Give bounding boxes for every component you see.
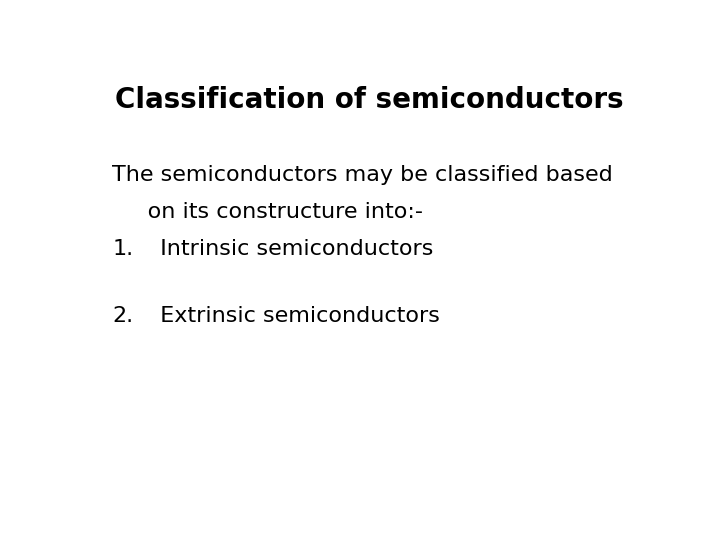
Text: Extrinsic semiconductors: Extrinsic semiconductors <box>145 306 440 326</box>
Text: The semiconductors may be classified based: The semiconductors may be classified bas… <box>112 165 613 185</box>
Text: 2.: 2. <box>112 306 133 326</box>
Text: on its constructure into:-: on its constructure into:- <box>112 202 423 222</box>
Text: 1.: 1. <box>112 239 133 259</box>
Text: Classification of semiconductors: Classification of semiconductors <box>114 85 624 113</box>
Text: Intrinsic semiconductors: Intrinsic semiconductors <box>145 239 433 259</box>
